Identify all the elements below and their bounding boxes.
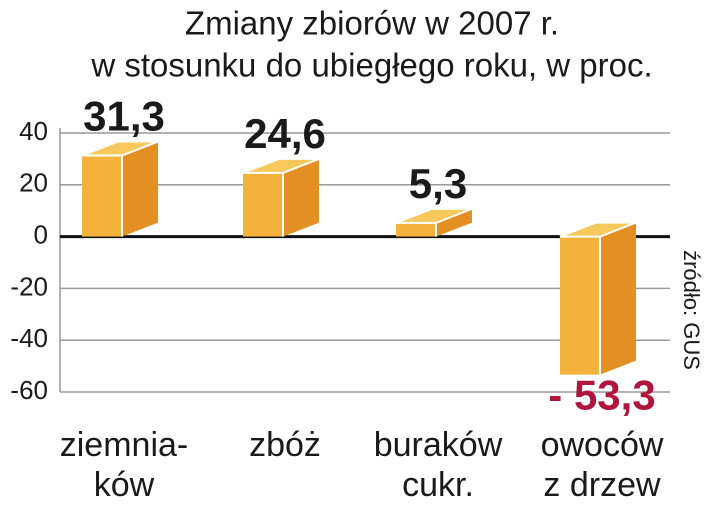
bar-top	[395, 207, 473, 224]
y-tick-label: -60	[10, 375, 48, 405]
bar-side	[600, 222, 636, 375]
value-label: 31,3	[83, 93, 165, 140]
y-tick-label: -40	[10, 323, 48, 353]
y-tick-label: 0	[34, 219, 48, 249]
x-tick-label: ziemnia-	[60, 426, 188, 464]
chart-title: Zmiany zbiorów w 2007 r.	[185, 5, 559, 42]
bar	[396, 222, 436, 237]
value-label: - 53,3	[548, 372, 655, 419]
y-tick-label: -20	[10, 271, 48, 301]
bar-top	[559, 221, 637, 238]
x-tick-label: zbóż	[249, 426, 321, 464]
x-tick-label: z drzew	[543, 466, 661, 504]
bar-side	[283, 158, 319, 237]
x-tick-label: ków	[94, 466, 155, 504]
y-tick-label: 40	[19, 116, 48, 146]
x-tick-label: cukr.	[402, 466, 474, 504]
chart-title: w stosunku do ubiegłego roku, w proc.	[90, 47, 652, 84]
bar-top	[81, 140, 159, 157]
bar-top	[242, 157, 320, 174]
x-tick-label: owoców	[541, 426, 664, 464]
x-tick-label: buraków	[374, 426, 503, 464]
bar	[82, 155, 122, 237]
bar	[560, 236, 600, 375]
value-label: 5,3	[409, 160, 467, 207]
bar-side	[436, 208, 472, 237]
source-note: źródło: GUS	[679, 250, 704, 370]
y-tick-label: 20	[19, 168, 48, 198]
bar	[243, 172, 283, 237]
bar-side	[122, 141, 158, 237]
value-label: 24,6	[244, 110, 326, 157]
